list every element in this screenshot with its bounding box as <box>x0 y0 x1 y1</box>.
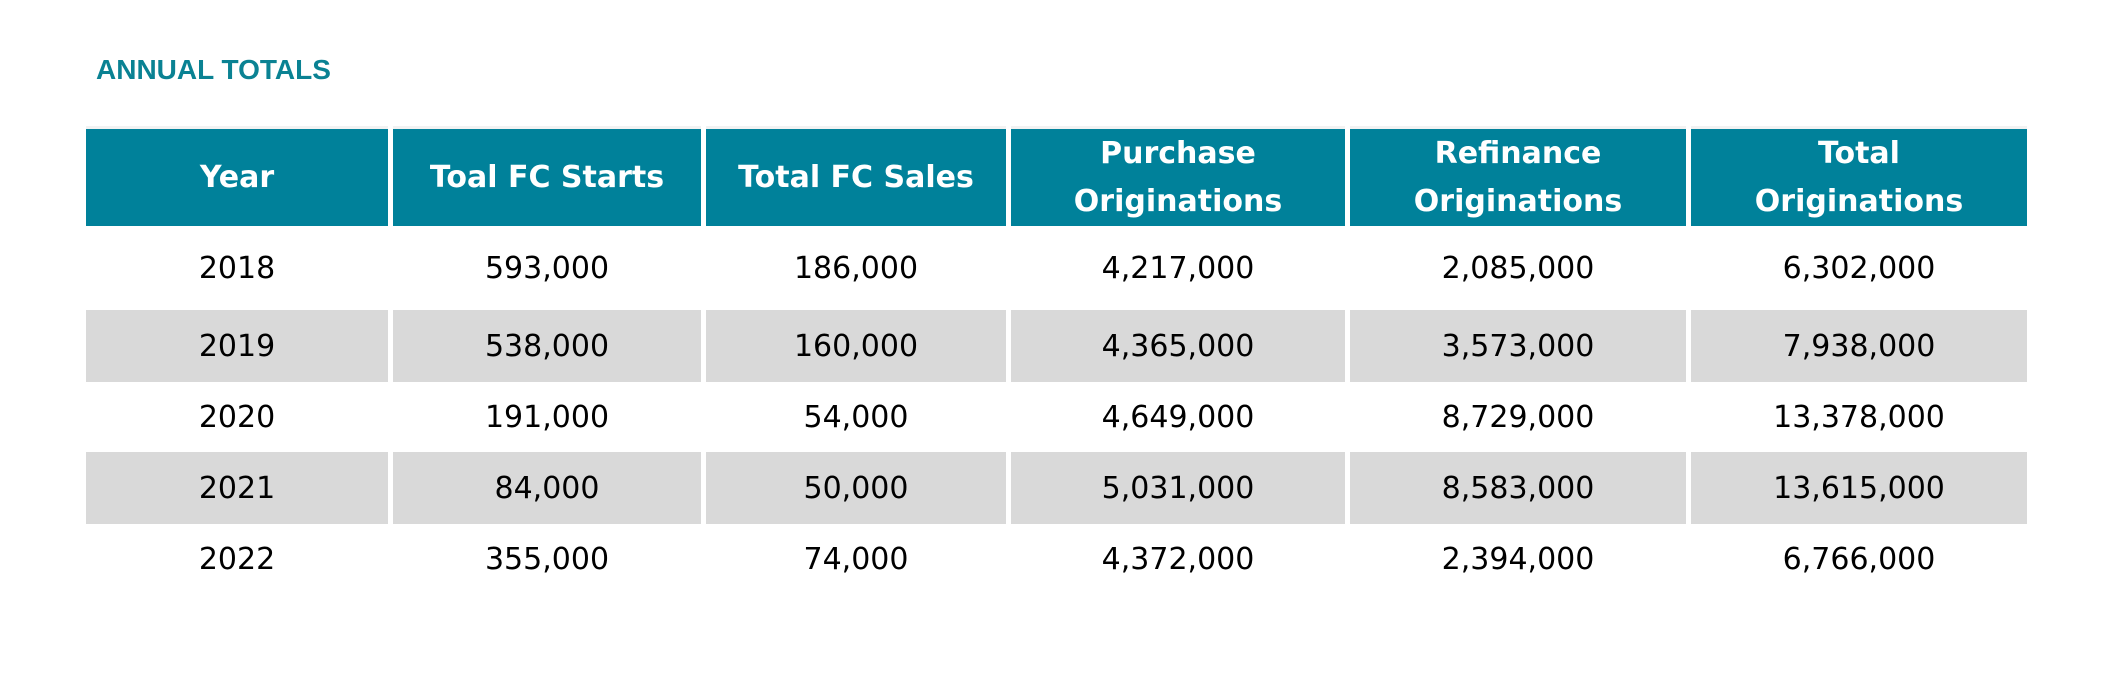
table-cell: 593,000 <box>393 229 701 307</box>
table-cell: 6,302,000 <box>1691 229 2027 307</box>
table-cell-year: 2019 <box>86 310 388 382</box>
header-purchase-originations: Purchase Originations <box>1011 126 1345 226</box>
header-refinance-originations: Refinance Originations <box>1350 126 1686 226</box>
table-cell: 355,000 <box>393 524 701 594</box>
table-cell: 538,000 <box>393 310 701 382</box>
header-fc-starts: Toal FC Starts <box>393 126 701 226</box>
table-cell: 2,085,000 <box>1350 229 1686 307</box>
table-cell-year: 2022 <box>86 524 388 594</box>
section-title: ANNUAL TOTALS <box>96 54 331 85</box>
table-cell: 8,583,000 <box>1350 452 1686 524</box>
table-cell: 50,000 <box>706 452 1006 524</box>
table-cell-year: 2020 <box>86 382 388 452</box>
header-year: Year <box>86 126 388 226</box>
table-cell: 4,365,000 <box>1011 310 1345 382</box>
table-cell: 3,573,000 <box>1350 310 1686 382</box>
table-cell: 7,938,000 <box>1691 310 2027 382</box>
table-cell: 4,372,000 <box>1011 524 1345 594</box>
table-cell: 2,394,000 <box>1350 524 1686 594</box>
table-cell: 84,000 <box>393 452 701 524</box>
table-cell-year: 2018 <box>86 229 388 307</box>
annual-totals-table: Year Toal FC Starts Total FC Sales Purch… <box>86 126 2027 594</box>
table-cell: 74,000 <box>706 524 1006 594</box>
table-cell: 191,000 <box>393 382 701 452</box>
header-fc-sales: Total FC Sales <box>706 126 1006 226</box>
table-cell: 160,000 <box>706 310 1006 382</box>
table-cell: 13,615,000 <box>1691 452 2027 524</box>
table-cell-year: 2021 <box>86 452 388 524</box>
header-total-originations: Total Originations <box>1691 126 2027 226</box>
table-cell: 4,217,000 <box>1011 229 1345 307</box>
table-cell: 186,000 <box>706 229 1006 307</box>
table-cell: 4,649,000 <box>1011 382 1345 452</box>
table-cell: 13,378,000 <box>1691 382 2027 452</box>
table-cell: 8,729,000 <box>1350 382 1686 452</box>
table-cell: 5,031,000 <box>1011 452 1345 524</box>
table-cell: 54,000 <box>706 382 1006 452</box>
table-cell: 6,766,000 <box>1691 524 2027 594</box>
